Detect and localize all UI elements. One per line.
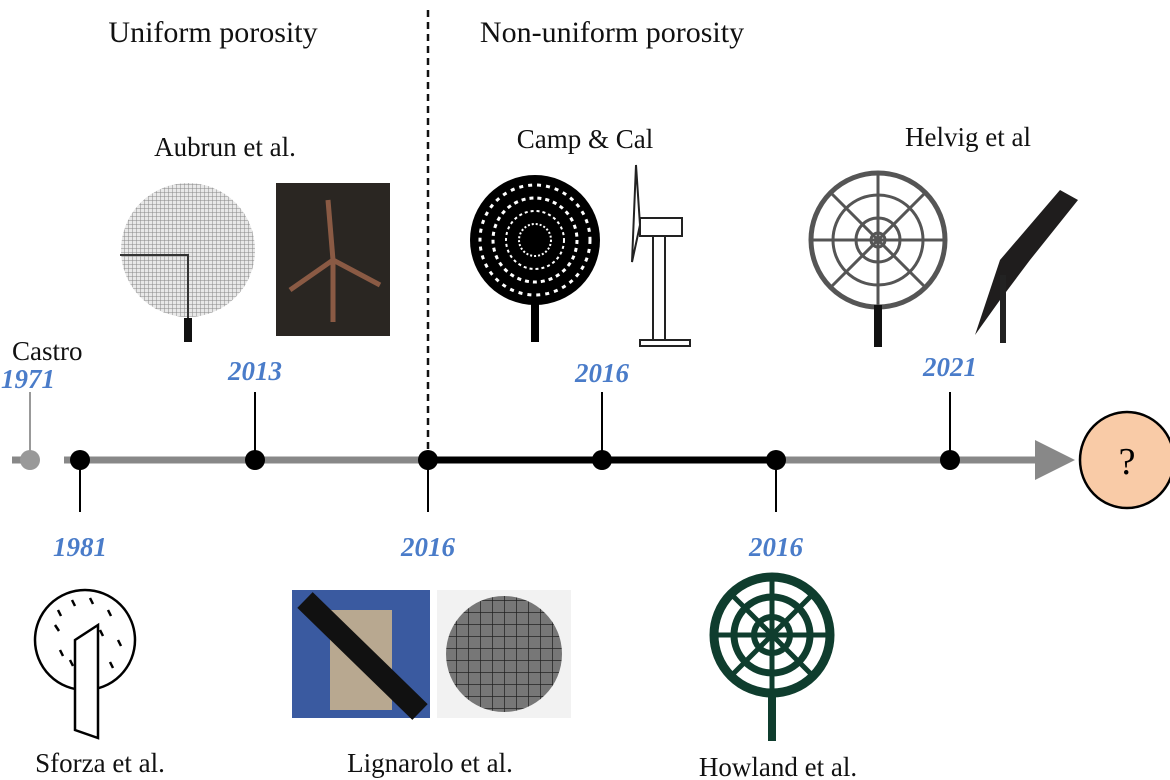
mesh-disc <box>121 183 255 317</box>
event-year: 2016 <box>574 358 630 388</box>
blade <box>297 592 428 720</box>
event-dot <box>70 450 90 470</box>
event-label: Castro <box>12 336 83 366</box>
section-title: Uniform porosity <box>108 16 317 49</box>
event-label: Camp & Cal <box>517 124 654 154</box>
mast <box>1000 275 1006 343</box>
tree-disc <box>709 572 835 741</box>
event-year: 2016 <box>400 532 456 562</box>
event-label: Helvig et al <box>905 122 1031 152</box>
arrow-head <box>1035 440 1075 480</box>
event-dot <box>245 450 265 470</box>
event-year: 1981 <box>53 532 107 562</box>
event-year: 2013 <box>227 356 282 386</box>
event-dot <box>20 450 40 470</box>
event-label: Sforza et al. <box>35 748 165 778</box>
spoke-disc <box>470 175 600 342</box>
event-dot <box>418 450 438 470</box>
future-circle <box>1078 410 1170 510</box>
event-year: 2021 <box>922 352 977 382</box>
event-label: Lignarolo et al. <box>347 748 513 778</box>
event-year: 1971 <box>1 364 55 394</box>
section-title: Non-uniform porosity <box>480 16 744 49</box>
event-year: 2016 <box>748 532 804 562</box>
mast <box>120 254 189 340</box>
event-label: Aubrun et al. <box>154 132 296 162</box>
event-label: Howland et al. <box>699 752 857 780</box>
mesh-disc <box>446 596 562 712</box>
mast <box>184 318 192 342</box>
holed-disc <box>33 588 137 740</box>
event-dot <box>940 450 960 470</box>
blade <box>975 190 1078 335</box>
turbine-sketch <box>631 164 691 347</box>
event-dot <box>592 450 612 470</box>
wheel-disc <box>808 170 948 347</box>
future-mark: ? <box>1119 441 1136 483</box>
event-dot <box>766 450 786 470</box>
rotor <box>288 199 382 322</box>
